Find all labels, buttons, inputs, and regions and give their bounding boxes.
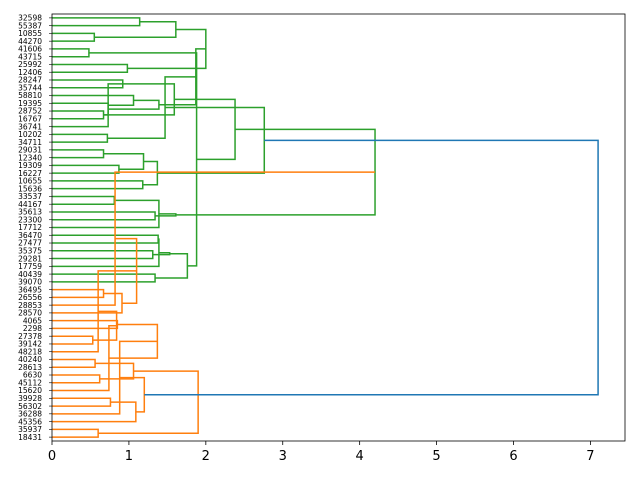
dendrogram-link: [98, 370, 199, 434]
leaf-label: 40240: [18, 355, 42, 364]
dendrogram-link: [52, 63, 129, 73]
dendrogram-link: [52, 324, 117, 392]
dendrogram-link: [52, 211, 156, 221]
dendrogram-link: [52, 195, 116, 205]
leaf-label: 36741: [18, 122, 42, 131]
leaf-label: 29281: [18, 254, 42, 263]
dendrogram-link: [103, 83, 176, 116]
leaf-label: 10202: [18, 130, 42, 139]
leaf-label: 45112: [18, 378, 42, 387]
leaf-label: 35937: [18, 425, 42, 434]
dendrogram-link: [175, 128, 376, 216]
leaf-label: 28570: [18, 309, 42, 318]
leaf-label: 28752: [18, 107, 42, 116]
leaf-label: 33537: [18, 192, 42, 201]
leaf-label: 35375: [18, 246, 42, 255]
dendrogram-link: [52, 48, 90, 58]
dendrogram-link: [52, 273, 156, 283]
leaf-label: 15636: [18, 184, 42, 193]
leaf-label: 35744: [18, 83, 42, 92]
dendrogram-link: [119, 376, 146, 413]
leaf-label: 44167: [18, 200, 42, 209]
x-tick-label: 0: [48, 449, 56, 464]
dendrogram-link: [52, 358, 96, 368]
dendrogram-link: [52, 340, 158, 415]
leaf-label: 39928: [18, 394, 42, 403]
leaf-label: 41606: [18, 45, 42, 54]
x-tick-label: 3: [279, 449, 287, 464]
dendrogram-links: [52, 17, 599, 438]
dendrogram-link: [103, 152, 145, 171]
leaf-label: 6630: [23, 371, 42, 380]
leaf-label: 28247: [18, 76, 42, 85]
leaf-label: 12340: [18, 153, 42, 162]
leaf-label: 44270: [18, 37, 42, 46]
dendrogram-link: [92, 310, 118, 341]
leaf-label: 27477: [18, 239, 42, 248]
plot-frame: [51, 13, 626, 442]
leaf-label: 19309: [18, 161, 42, 170]
leaf-label: 17759: [18, 262, 42, 271]
dendrogram-link: [144, 139, 599, 396]
leaf-label: 25992: [18, 60, 42, 69]
leaf-label: 39142: [18, 340, 42, 349]
leaf-label: 18431: [18, 433, 42, 442]
dendrogram-link: [155, 252, 189, 279]
dendrogram-link: [52, 133, 109, 143]
dendrogram-link: [52, 171, 376, 306]
dendrogram-link: [127, 28, 207, 70]
dendrogram-link: [174, 98, 236, 161]
leaf-label: 35613: [18, 208, 42, 217]
leaf-label: 45356: [18, 417, 42, 426]
leaf-label: 26556: [18, 293, 42, 302]
dendrogram-link: [52, 180, 144, 190]
leaf-label: 40439: [18, 270, 42, 279]
y-tick-marks: [49, 17, 52, 438]
dendrogram-link: [52, 32, 96, 42]
leaf-label: 10655: [18, 177, 42, 186]
leaf-label: 28613: [18, 363, 42, 372]
leaf-label: 56302: [18, 402, 42, 411]
leaf-label: 34711: [18, 138, 42, 147]
dendrogram-link: [157, 106, 266, 174]
leaf-label: 27378: [18, 332, 42, 341]
leaf-label: 43715: [18, 52, 42, 61]
x-tick-label: 6: [509, 449, 517, 464]
leaf-label: 16767: [18, 115, 42, 124]
leaf-label: 15620: [18, 386, 42, 395]
dendrogram-link: [52, 164, 120, 174]
leaf-label: 16227: [18, 169, 42, 178]
x-axis-ticks: 0 1 2 3 4 5 6 7: [48, 441, 595, 464]
leaf-label: 55387: [18, 21, 42, 30]
leaf-label: 4065: [23, 316, 42, 325]
leaf-label: 39070: [18, 278, 42, 287]
leaf-labels: 3259855387108554427041606437152599212406…: [18, 14, 42, 442]
leaf-label: 23300: [18, 215, 42, 224]
leaf-label: 10855: [18, 29, 42, 38]
dendrogram-link: [52, 374, 101, 384]
x-tick-label: 1: [125, 449, 133, 464]
leaf-label: 28853: [18, 301, 42, 310]
leaf-label: 48218: [18, 347, 42, 356]
leaf-label: 36470: [18, 231, 42, 240]
leaf-label: 17712: [18, 223, 42, 232]
leaf-label: 36288: [18, 410, 42, 419]
leaf-label: 58810: [18, 91, 42, 100]
x-tick-label: 2: [202, 449, 210, 464]
leaf-label: 29031: [18, 146, 42, 155]
x-tick-label: 4: [356, 449, 364, 464]
x-tick-label: 5: [432, 449, 440, 464]
leaf-label: 12406: [18, 68, 42, 77]
dendrogram-link: [158, 48, 206, 106]
x-tick-label: 7: [586, 449, 594, 464]
leaf-label: 32598: [18, 14, 42, 23]
leaf-label: 36495: [18, 285, 42, 294]
leaf-label: 19395: [18, 99, 42, 108]
dendrogram-link: [142, 160, 159, 186]
leaf-label: 2298: [23, 324, 42, 333]
